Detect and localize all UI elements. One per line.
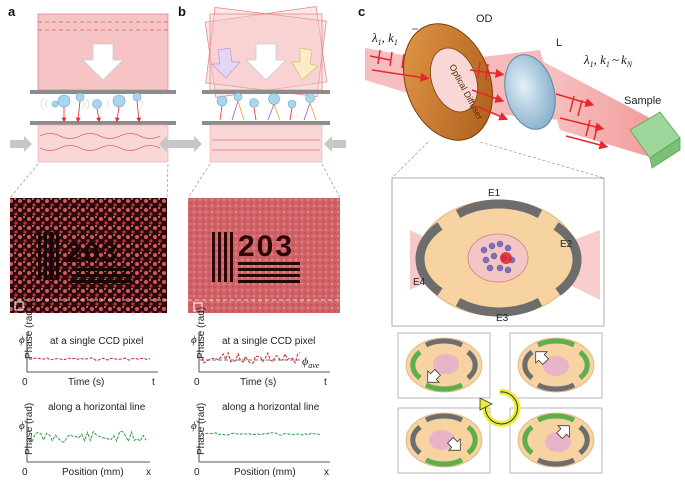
plot-a-bottom-origin: 0 (22, 467, 28, 478)
approx-symbol: ~ (612, 52, 619, 67)
right-flow-arrow-b-icon (324, 136, 346, 152)
annotation-phi: ϕ (302, 354, 308, 368)
state-top-left (397, 332, 491, 399)
od-label: OD (476, 13, 493, 25)
panel-b-label: b (178, 4, 186, 19)
k-out1: k (600, 52, 606, 67)
speckle-image-a: 203 (10, 198, 167, 313)
plot-a-top-title: at a single CCD pixel (50, 336, 143, 347)
panel-a-label: a (8, 4, 16, 19)
sample-label: Sample (624, 95, 661, 107)
lambda-out-sub: 1 (590, 60, 594, 69)
lambda-out: λ (583, 52, 590, 67)
lambda-in-sub: 1 (378, 38, 382, 47)
plot-b-bottom-title: along a horizontal line (222, 402, 320, 413)
sample-cuvette (629, 111, 681, 169)
down-arrow-white-icon (245, 43, 287, 81)
k-out2-sub: N (626, 60, 633, 69)
plot-a-bottom-symbol: ϕ (19, 420, 25, 432)
plot-b-top-ylabel: Phase (rad) (196, 307, 207, 359)
plot-a-bottom-xlabel: Position (mm) (62, 467, 124, 478)
k-out1-sub: 1 (606, 60, 610, 69)
phase-trace-a-time (28, 357, 151, 361)
plot-a-top: Phase (rad) ϕ at a single CCD pixel 0 Ti… (19, 307, 158, 388)
plot-b-top-origin: 0 (194, 377, 200, 388)
label-e3: E3 (496, 313, 509, 324)
plot-b-bottom: Phase (rad) ϕ along a horizontal line 0 … (191, 402, 330, 478)
svg-text:λ1, k1~kN: λ1, k1 ~ kN (583, 52, 633, 69)
plot-a-top-xlabel: Time (s) (68, 377, 104, 388)
lens (504, 54, 556, 130)
plot-b-top-xlabel: Time (s) (240, 377, 276, 388)
state-bottom-right (509, 407, 603, 474)
resolution-target-number-b: 203 (238, 230, 294, 263)
k-out2: k (621, 52, 627, 67)
lambda-in: λ (371, 30, 378, 45)
electrode-diffuser-zoom: E1 E2 E3 E4 (391, 177, 605, 327)
label-e1: E1 (488, 188, 501, 199)
down-arrow-yellow-icon (291, 47, 319, 81)
label-e2: E2 (560, 239, 573, 250)
electrode-states (397, 332, 603, 474)
right-flow-arrow-icon (159, 136, 181, 152)
electrode-e4 (415, 222, 443, 296)
panel-c-label: c (358, 4, 365, 19)
svg-text:ϕave: ϕave (302, 354, 320, 370)
plot-a-top-symbol: ϕ (19, 334, 25, 346)
rotation-arrow-icon (479, 388, 521, 427)
plot-b-bottom-xlabel: Position (mm) (234, 467, 296, 478)
optical-diffuser: Optical Diffuser (403, 23, 493, 141)
resolution-target-number-a: 203 (66, 237, 119, 268)
panel-b-schematic (180, 6, 346, 199)
annotation-ave: ave (308, 361, 320, 370)
plot-a-bottom: Phase (rad) ϕ along a horizontal line 0 … (19, 402, 151, 478)
k-in: k (388, 30, 394, 45)
panel-a-schematic (9, 13, 181, 199)
down-arrow-violet-icon (211, 47, 241, 79)
plot-a-top-ylabel: Phase (rad) (24, 307, 35, 359)
phase-trace-b-position (200, 432, 321, 436)
plot-b-bottom-origin: 0 (194, 467, 200, 478)
down-arrow-icon (82, 43, 124, 81)
plot-b-top: Phase (rad) ϕ at a single CCD pixel ϕave… (191, 307, 330, 388)
electrode-e2 (553, 222, 582, 296)
electrode-e3 (455, 298, 543, 317)
plot-a-top-origin: 0 (22, 377, 28, 388)
plot-a-bottom-ylabel: Phase (rad) (24, 403, 35, 455)
top-plate-a (30, 90, 176, 94)
state-bottom-left (397, 407, 491, 474)
plot-b-top-symbol: ϕ (191, 334, 197, 346)
electrode-e1 (455, 199, 543, 218)
diffused-beam (540, 60, 660, 160)
lens-label: L (556, 37, 562, 49)
plot-b-bottom-ylabel: Phase (rad) (196, 403, 207, 455)
left-flow-arrow-b-icon (180, 136, 202, 152)
averaged-image-b: 203 (188, 198, 340, 313)
left-flow-arrow-icon (10, 136, 32, 152)
bottom-plate-a (30, 121, 176, 125)
plot-a-bottom-title: along a horizontal line (48, 402, 146, 413)
state-top-right (509, 332, 603, 399)
plot-b-bottom-symbol: ϕ (191, 420, 197, 432)
svg-text:λ1, k1: λ1, k1 (371, 30, 398, 47)
phase-trace-b-time (200, 351, 301, 365)
phase-trace-a-position (28, 430, 147, 444)
label-e4: E4 (413, 277, 426, 288)
plot-b-top-title: at a single CCD pixel (222, 336, 315, 347)
plot-b-bottom-xend: x (324, 467, 329, 478)
optical-setup: Optical Diffuser λ1, k1 OD (365, 13, 681, 179)
k-in-sub: 1 (394, 38, 398, 47)
plot-a-bottom-xend: x (146, 467, 151, 478)
plot-b-top-xend: t (324, 377, 327, 388)
plot-a-top-xend: t (152, 377, 155, 388)
